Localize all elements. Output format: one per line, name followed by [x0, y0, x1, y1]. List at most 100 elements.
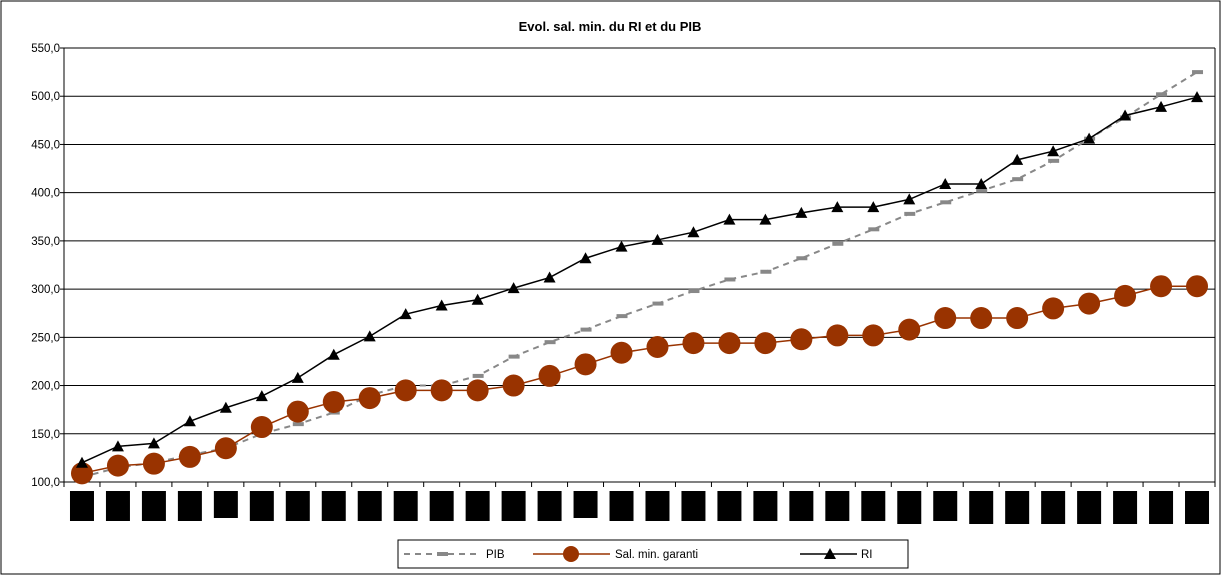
y-axis: 100,0 150,0 200,0 250,0 300,0 350,0 400,0 450,0…: [31, 43, 1216, 489]
data-point-triangle: [615, 240, 628, 252]
x-category-label-redacted: [249, 491, 274, 521]
data-point-circle: [682, 332, 705, 355]
series-line: [81, 96, 1198, 464]
data-point-triangle: [399, 308, 412, 320]
data-point-triangle: [507, 282, 520, 294]
legend-marker-triangle: [824, 548, 836, 559]
data-point-circle: [934, 307, 957, 330]
data-point-circle: [1150, 275, 1173, 298]
legend: PIB Sal. min. garanti RI: [397, 539, 909, 569]
series: [75, 91, 1204, 468]
data-point-circle: [394, 379, 417, 402]
data-point-triangle: [1083, 132, 1096, 144]
x-category-label-redacted: [213, 491, 238, 518]
data-point-triangle: [831, 201, 844, 213]
x-category-label-redacted: [789, 491, 814, 521]
data-point-triangle: [255, 390, 268, 402]
x-category-label-redacted: [1077, 491, 1102, 524]
series: [70, 275, 1209, 485]
legend-marker-dash: [437, 552, 448, 556]
legend-item: RI: [800, 548, 873, 561]
data-point-triangle: [723, 213, 736, 225]
data-point-circle: [178, 445, 201, 468]
data-point-circle: [1006, 307, 1029, 330]
data-point-circle: [826, 324, 849, 347]
x-category-label-redacted: [717, 491, 742, 521]
data-point-triangle: [1119, 109, 1132, 121]
data-point-triangle: [795, 206, 808, 218]
data-point-circle: [790, 328, 813, 351]
data-point-circle: [898, 318, 921, 341]
x-category-label-redacted: [285, 491, 310, 521]
data-point-triangle: [867, 201, 880, 213]
x-category-label-redacted: [393, 491, 418, 521]
data-point-triangle: [1047, 145, 1060, 157]
x-category-label-redacted: [897, 491, 922, 524]
data-point-circle: [502, 374, 525, 397]
data-point-dash: [544, 340, 556, 345]
data-point-dash: [760, 269, 772, 274]
x-category-label-redacted: [141, 491, 166, 521]
data-point-circle: [430, 379, 453, 402]
y-tick-label: 250,0: [31, 332, 60, 344]
x-category-label-redacted: [825, 491, 850, 521]
data-point-triangle: [75, 456, 88, 468]
data-point-circle: [250, 416, 273, 439]
x-category-label-redacted: [681, 491, 706, 521]
data-point-dash: [292, 422, 304, 427]
data-point-circle: [322, 390, 345, 413]
data-point-triangle: [1011, 153, 1024, 165]
x-category-label-redacted: [1005, 491, 1030, 524]
data-point-circle: [466, 379, 489, 402]
data-point-circle: [970, 307, 993, 330]
data-point-triangle: [147, 437, 160, 449]
data-point-circle: [610, 341, 633, 364]
data-point-triangle: [327, 348, 340, 360]
data-point-circle: [754, 332, 777, 355]
data-point-circle: [358, 387, 381, 410]
data-point-triangle: [687, 226, 700, 238]
x-category-label-redacted: [573, 491, 598, 518]
data-point-triangle: [183, 415, 196, 427]
x-category-label-redacted: [1113, 491, 1138, 524]
legend-label: Sal. min. garanti: [615, 549, 698, 561]
legend-item: PIB: [404, 549, 505, 561]
data-point-circle: [1078, 292, 1101, 315]
data-point-circle: [70, 462, 93, 485]
data-point-circle: [106, 454, 129, 477]
x-category-label-redacted: [609, 491, 634, 521]
x-category-label-redacted: [1041, 491, 1066, 524]
data-point-circle: [574, 353, 597, 376]
x-category-label-redacted: [465, 491, 490, 521]
y-tick-label: 100,0: [31, 477, 60, 489]
data-point-circle: [214, 437, 237, 460]
data-point-dash: [724, 277, 736, 282]
legend-item: Sal. min. garanti: [533, 546, 698, 562]
series-layer: [70, 70, 1209, 485]
legend-label: RI: [861, 549, 873, 561]
x-category-label-redacted: [933, 491, 958, 521]
data-point-triangle: [543, 271, 556, 283]
y-tick-label: 400,0: [31, 188, 60, 200]
data-point-triangle: [903, 193, 916, 205]
data-point-triangle: [111, 440, 124, 452]
legend-label: PIB: [486, 549, 505, 561]
y-tick-label: 350,0: [31, 236, 60, 248]
data-point-triangle: [291, 371, 304, 383]
x-category-label-redacted: [861, 491, 886, 521]
data-point-triangle: [219, 401, 232, 413]
data-point-triangle: [579, 252, 592, 264]
x-category-label-redacted: [357, 491, 382, 521]
data-point-circle: [718, 332, 741, 355]
x-category-label-redacted: [969, 491, 994, 524]
data-point-circle: [538, 364, 561, 387]
data-point-circle: [286, 400, 309, 423]
data-point-circle: [1114, 284, 1137, 307]
data-point-dash: [796, 256, 808, 261]
data-point-dash: [1156, 92, 1168, 97]
data-point-triangle: [1155, 100, 1168, 112]
y-tick-label: 150,0: [31, 429, 60, 441]
y-tick-label: 200,0: [31, 381, 60, 393]
data-point-triangle: [363, 330, 376, 342]
